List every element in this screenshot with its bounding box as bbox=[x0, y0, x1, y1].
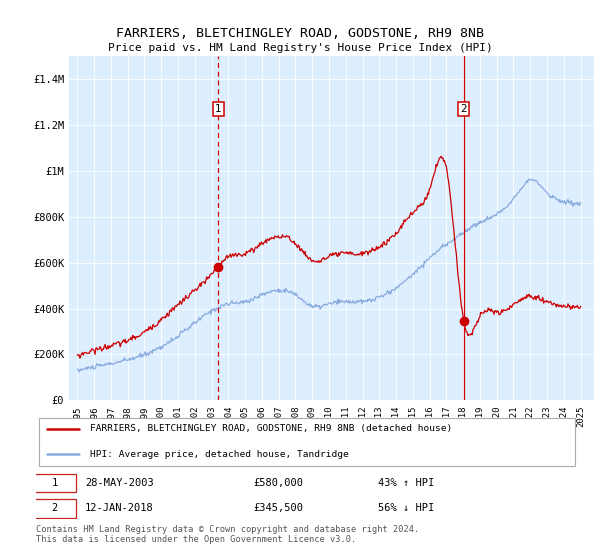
Text: FARRIERS, BLETCHINGLEY ROAD, GODSTONE, RH9 8NB: FARRIERS, BLETCHINGLEY ROAD, GODSTONE, R… bbox=[116, 27, 484, 40]
FancyBboxPatch shape bbox=[33, 474, 76, 492]
Text: 56% ↓ HPI: 56% ↓ HPI bbox=[378, 503, 434, 514]
Text: 2: 2 bbox=[52, 503, 58, 514]
Text: FARRIERS, BLETCHINGLEY ROAD, GODSTONE, RH9 8NB (detached house): FARRIERS, BLETCHINGLEY ROAD, GODSTONE, R… bbox=[91, 424, 452, 433]
Text: 28-MAY-2003: 28-MAY-2003 bbox=[85, 478, 154, 488]
Text: 12-JAN-2018: 12-JAN-2018 bbox=[85, 503, 154, 514]
Text: HPI: Average price, detached house, Tandridge: HPI: Average price, detached house, Tand… bbox=[91, 450, 349, 459]
Text: £580,000: £580,000 bbox=[253, 478, 303, 488]
Text: 1: 1 bbox=[215, 104, 221, 114]
Text: 2: 2 bbox=[461, 104, 467, 114]
Text: Price paid vs. HM Land Registry's House Price Index (HPI): Price paid vs. HM Land Registry's House … bbox=[107, 43, 493, 53]
Text: £345,500: £345,500 bbox=[253, 503, 303, 514]
Text: Contains HM Land Registry data © Crown copyright and database right 2024.
This d: Contains HM Land Registry data © Crown c… bbox=[36, 525, 419, 544]
Text: 1: 1 bbox=[52, 478, 58, 488]
FancyBboxPatch shape bbox=[39, 418, 575, 465]
FancyBboxPatch shape bbox=[33, 500, 76, 517]
Text: 43% ↑ HPI: 43% ↑ HPI bbox=[378, 478, 434, 488]
